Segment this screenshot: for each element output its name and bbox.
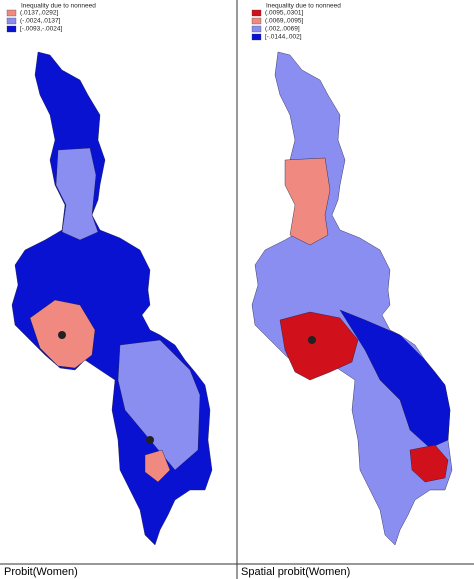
legend-swatch [6, 25, 17, 33]
legend-swatch [6, 17, 17, 25]
legend-label: (.0137,.0292] [20, 10, 59, 17]
caption: Probit(Women) [4, 566, 78, 578]
legend-swatch [251, 17, 262, 25]
legend-label: [-.0093,-.0024] [20, 26, 62, 33]
legend-title: Inequality due to nonneed [266, 3, 341, 10]
map-left [11, 51, 213, 546]
legend-swatch [251, 25, 262, 33]
legend-swatch [251, 33, 262, 41]
map-right [251, 51, 453, 546]
legend-swatch [251, 9, 262, 17]
legend-label: (.0069,.0095] [265, 18, 304, 25]
legend-title: Inequality due to nonneed [21, 3, 96, 10]
legend-swatch [6, 9, 17, 17]
legend-label: (-.0024,.0137] [20, 18, 61, 25]
caption: Spatial probit(Women) [241, 566, 350, 578]
legend-label: [-.0144,.002] [265, 34, 302, 41]
legend-label: (.002,.0069] [265, 26, 300, 33]
legend-label: (.0095,.0301] [265, 10, 304, 17]
